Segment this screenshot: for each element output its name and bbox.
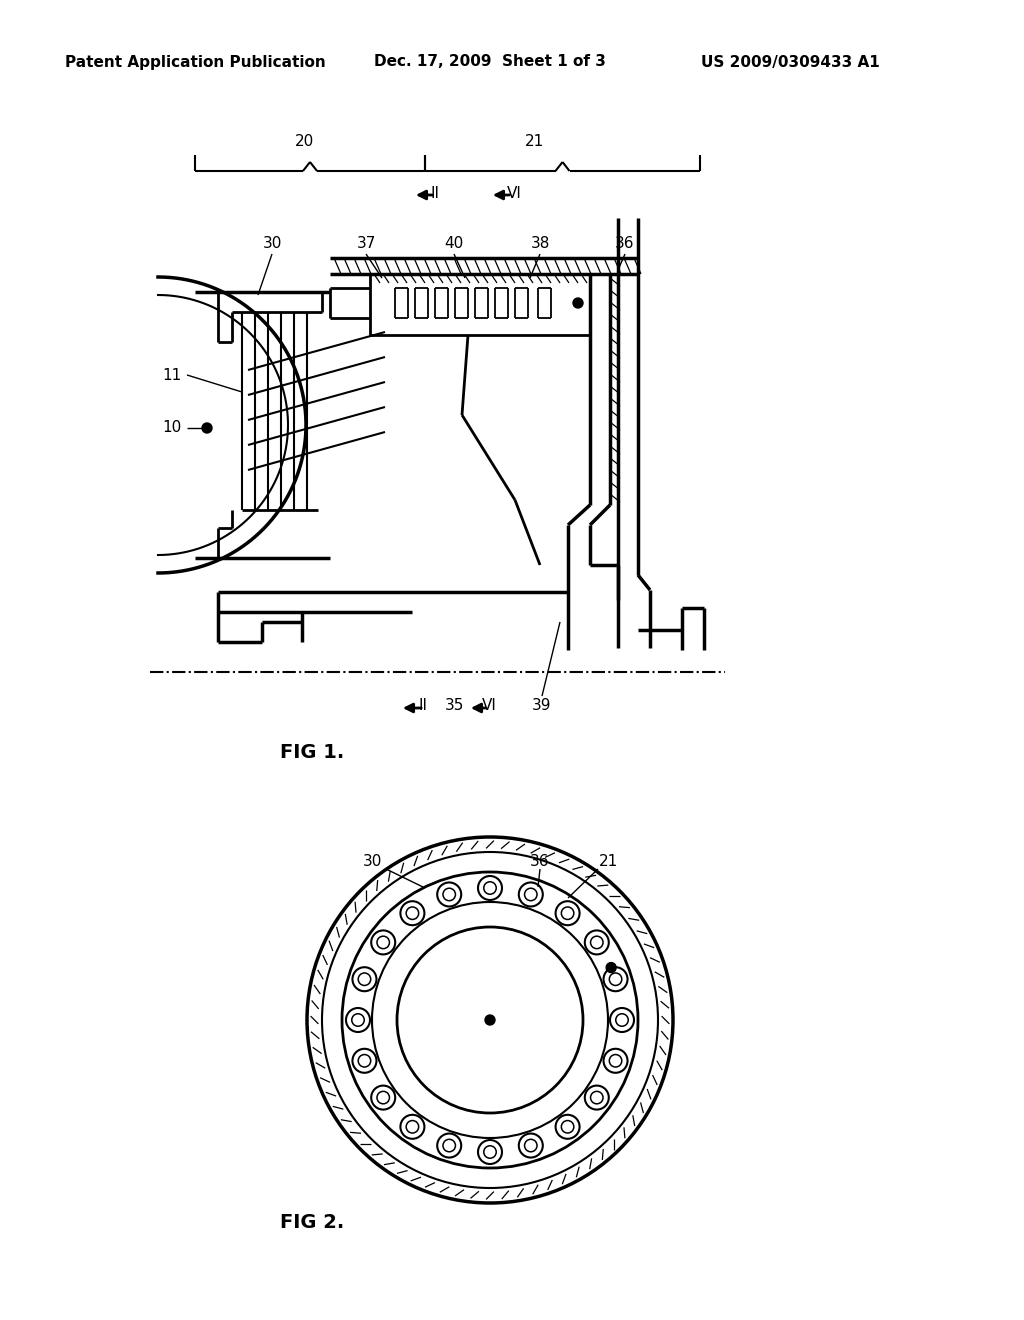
Circle shape (202, 422, 212, 433)
Text: 40: 40 (444, 236, 464, 252)
Text: VI: VI (482, 698, 497, 714)
Text: 36: 36 (530, 854, 550, 870)
Text: FIG 2.: FIG 2. (280, 1213, 344, 1232)
Text: Dec. 17, 2009  Sheet 1 of 3: Dec. 17, 2009 Sheet 1 of 3 (374, 54, 606, 70)
Text: 38: 38 (530, 236, 550, 252)
Circle shape (606, 962, 616, 973)
Text: 30: 30 (362, 854, 382, 870)
Text: 39: 39 (532, 698, 552, 714)
Text: 36: 36 (615, 236, 635, 252)
Text: 20: 20 (295, 135, 314, 149)
Circle shape (485, 1015, 495, 1026)
Text: 10: 10 (163, 421, 181, 436)
Text: VI: VI (507, 186, 522, 201)
Text: 35: 35 (445, 698, 465, 714)
Text: US 2009/0309433 A1: US 2009/0309433 A1 (700, 54, 880, 70)
Text: 11: 11 (163, 367, 181, 383)
Text: Patent Application Publication: Patent Application Publication (65, 54, 326, 70)
Text: 21: 21 (598, 854, 617, 870)
Text: FIG 1.: FIG 1. (280, 742, 344, 762)
Text: II: II (430, 186, 439, 201)
Text: 21: 21 (525, 135, 545, 149)
Text: 30: 30 (262, 236, 282, 252)
Circle shape (573, 298, 583, 308)
Text: II: II (418, 698, 427, 714)
Text: 37: 37 (356, 236, 376, 252)
